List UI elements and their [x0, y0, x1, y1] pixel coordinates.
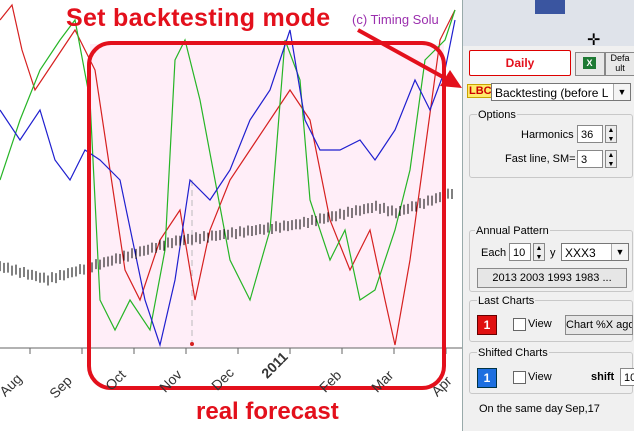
last-charts-view-label: View [528, 318, 552, 330]
mode-select-value: Backtesting (before L [495, 86, 609, 100]
each-label: Each [481, 247, 507, 259]
shifted-view-checkbox[interactable] [513, 371, 526, 384]
y-label: y [550, 247, 556, 259]
same-day-value: Sep,17 [565, 403, 600, 415]
years-button[interactable]: 2013 2003 1993 1983 ... [477, 268, 627, 288]
panel-toolbar: ✛ [463, 0, 634, 49]
lbc-badge: LBC [467, 84, 494, 98]
shifted-view-label: View [528, 371, 552, 383]
pattern-select-value: XXX3 [565, 246, 596, 260]
annual-group [469, 230, 633, 292]
crosshair-icon[interactable]: ✛ [587, 32, 601, 49]
harmonics-stepper[interactable]: ▲ ▼ [605, 125, 617, 143]
each-stepper[interactable]: ▲ ▼ [533, 243, 545, 261]
excel-icon[interactable]: X [575, 52, 605, 76]
last-charts-color[interactable]: 1 [477, 315, 497, 335]
settings-panel: ✛ Daily X Defa ult LBC Backtesting (befo… [462, 0, 634, 431]
each-input[interactable]: 10 [509, 243, 531, 261]
last-charts-view-checkbox[interactable] [513, 318, 526, 331]
mode-select[interactable]: Backtesting (before L ▼ [491, 83, 631, 101]
copyright-label: (c) Timing Solu [352, 12, 439, 27]
shifted-charts-label: Shifted Charts [477, 347, 549, 359]
default-button[interactable]: Defa ult [605, 52, 634, 76]
chart-ago-button[interactable]: Chart %X ago [565, 315, 633, 335]
fastline-label: Fast line, SM= [505, 153, 576, 165]
same-day-label: On the same day [479, 403, 563, 415]
chart-canvas [0, 3, 462, 390]
shift-input[interactable]: 10 [620, 368, 634, 386]
forecast-highlight [90, 44, 444, 348]
fastline-input[interactable]: 3 [577, 150, 603, 168]
blue-series-line [0, 19, 456, 348]
app-icon [535, 0, 565, 14]
chevron-down-icon[interactable]: ▼ [613, 84, 630, 100]
tab-daily-label: Daily [505, 56, 535, 70]
forecast-start-marker [190, 342, 194, 346]
harmonics-label: Harmonics [521, 129, 574, 141]
forecast-frame [87, 41, 446, 390]
annotation-arrow [357, 28, 453, 84]
annotation-bottom: real forecast [196, 398, 339, 425]
options-group [469, 114, 633, 178]
options-label: Options [477, 109, 517, 121]
shifted-charts-color[interactable]: 1 [477, 368, 497, 388]
tab-daily[interactable]: Daily [469, 50, 571, 76]
annotation-title: Set backtesting mode [66, 4, 331, 32]
shift-label: shift [591, 371, 615, 383]
pattern-select[interactable]: XXX3 ▼ [561, 243, 629, 261]
annotation-arrowhead [440, 70, 462, 88]
fastline-stepper[interactable]: ▲ ▼ [605, 150, 617, 168]
harmonics-input[interactable]: 36 [577, 125, 603, 143]
chart-area[interactable]: (c) Timing Solu Set backtesting mode rea… [0, 0, 462, 431]
chevron-down-icon[interactable]: ▼ [611, 244, 628, 260]
annual-label: Annual Pattern [475, 225, 550, 237]
last-charts-label: Last Charts [477, 295, 536, 307]
